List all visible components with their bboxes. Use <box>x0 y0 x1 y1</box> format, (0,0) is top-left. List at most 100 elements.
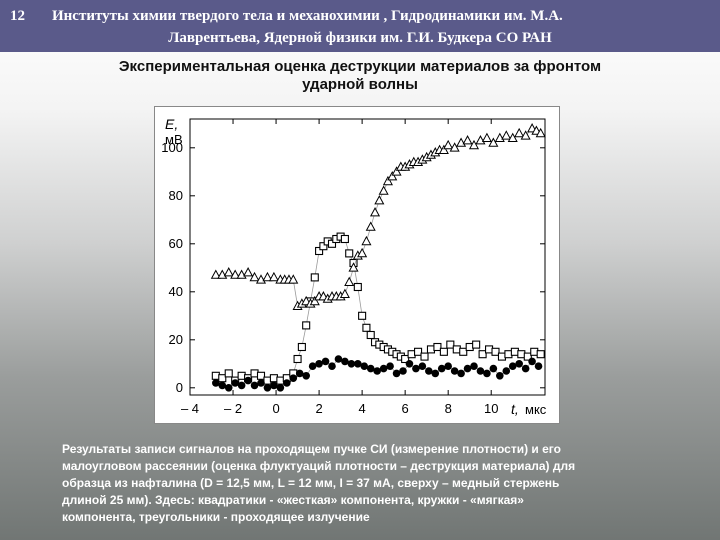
data-point-circle <box>321 357 330 366</box>
x-tick-label: 4 <box>359 401 366 416</box>
data-point-square <box>327 239 337 248</box>
data-point-circle <box>457 369 465 378</box>
chart-axes <box>189 118 546 396</box>
data-point-circle <box>276 384 285 392</box>
data-point-circle <box>270 381 278 390</box>
slide-number: 12 <box>10 8 25 24</box>
data-point-circle <box>470 362 478 370</box>
slide-title-line-1: Экспериментальная оценка деструкции мате… <box>118 58 602 75</box>
data-point-square <box>353 282 362 292</box>
data-point-triangle <box>507 132 518 142</box>
data-point-triangle <box>468 139 480 150</box>
data-point-triangle <box>387 171 398 181</box>
y-axis-unit: мВ <box>165 132 183 147</box>
data-point-triangle <box>514 127 525 138</box>
caption-line-3: образца из нафталина (D = 12,5 мм, L = 1… <box>62 476 560 490</box>
data-point-circle <box>528 357 536 366</box>
x-tick-label: 8 <box>445 401 452 416</box>
data-point-triangle <box>391 166 402 176</box>
data-point-triangle <box>378 185 389 195</box>
data-point-circle <box>444 362 452 370</box>
data-point-triangle <box>268 271 279 282</box>
data-point-circle <box>218 381 227 390</box>
data-point-triangle <box>249 271 260 282</box>
data-point-circle <box>366 364 375 373</box>
data-point-square <box>224 369 233 378</box>
data-point-triangle <box>339 288 350 298</box>
caption-line-2: малоугловом рассеянии (оценка флуктуаций… <box>62 459 576 473</box>
data-point-square <box>439 347 448 356</box>
caption-line-5: компонента, треугольники - проходящее из… <box>62 510 370 524</box>
data-point-circle <box>341 357 349 366</box>
data-point-triangle <box>438 144 449 154</box>
data-point-square <box>414 347 423 356</box>
caption-line-1: Результаты записи сигналов на проходящем… <box>62 442 561 456</box>
data-point-circle <box>392 369 401 378</box>
data-point-square <box>358 311 367 320</box>
data-point-circle <box>224 384 233 392</box>
data-point-triangle <box>243 267 254 277</box>
data-point-circle <box>431 369 440 378</box>
data-point-circle <box>412 364 420 373</box>
data-point-circle <box>354 360 362 368</box>
data-point-circle <box>515 360 523 368</box>
data-point-square <box>366 330 375 340</box>
data-point-square <box>472 340 481 349</box>
data-point-triangle <box>288 274 299 284</box>
data-point-circle <box>425 367 433 375</box>
x-axis-unit: мкс <box>525 402 547 417</box>
data-point-circle <box>437 364 446 373</box>
data-point-circle <box>379 364 388 373</box>
data-point-square <box>491 347 500 356</box>
data-point-circle <box>334 355 343 363</box>
series-line-square <box>215 236 541 382</box>
data-point-square <box>310 273 319 282</box>
slide-header: 12 Институты химии твердого тела и механ… <box>0 0 720 52</box>
y-tick-label: 60 <box>169 236 183 251</box>
data-point-circle <box>289 374 298 383</box>
x-tick-label: 10 <box>484 401 498 416</box>
data-point-triangle <box>262 271 273 282</box>
data-point-circle <box>212 379 220 387</box>
data-point-circle <box>418 362 427 370</box>
data-point-triangle <box>462 135 473 145</box>
figure-caption: Результаты записи сигналов на проходящем… <box>62 441 682 526</box>
data-point-square <box>345 249 354 258</box>
series-circle <box>212 355 543 392</box>
data-point-square <box>459 347 468 356</box>
data-point-triangle <box>369 207 381 217</box>
caption-line-4: длиной 25 мм). Здесь: квадратики - «жест… <box>62 493 524 507</box>
data-point-triangle <box>501 130 512 140</box>
series-triangle <box>210 123 546 310</box>
data-point-circle <box>263 384 272 392</box>
data-point-triangle <box>481 132 492 142</box>
y-tick-label: 100 <box>161 140 183 155</box>
data-point-square <box>293 354 302 364</box>
data-point-square <box>362 323 371 332</box>
data-point-circle <box>360 362 369 370</box>
data-point-square <box>536 350 545 359</box>
x-tick-label: 0 <box>272 401 279 416</box>
slide-title: Экспериментальная оценка деструкции мате… <box>30 58 690 94</box>
data-point-triangle <box>361 235 372 246</box>
data-point-circle <box>502 367 511 375</box>
data-point-square <box>297 342 306 352</box>
data-point-circle <box>476 367 485 375</box>
data-point-circle <box>496 372 504 380</box>
y-axis-label: E, <box>165 116 178 132</box>
data-point-triangle <box>520 130 531 140</box>
data-point-circle <box>405 360 414 368</box>
data-point-circle <box>347 360 356 368</box>
plot-frame <box>189 118 546 396</box>
data-point-triangle <box>348 262 359 272</box>
data-point-circle <box>315 360 323 368</box>
data-point-circle <box>386 362 394 370</box>
data-point-triangle <box>230 269 241 279</box>
data-point-triangle <box>223 267 234 277</box>
data-point-circle <box>489 364 498 373</box>
series-square <box>211 232 545 385</box>
data-point-square <box>523 352 532 361</box>
data-point-circle <box>328 362 336 370</box>
data-point-circle <box>534 362 543 370</box>
